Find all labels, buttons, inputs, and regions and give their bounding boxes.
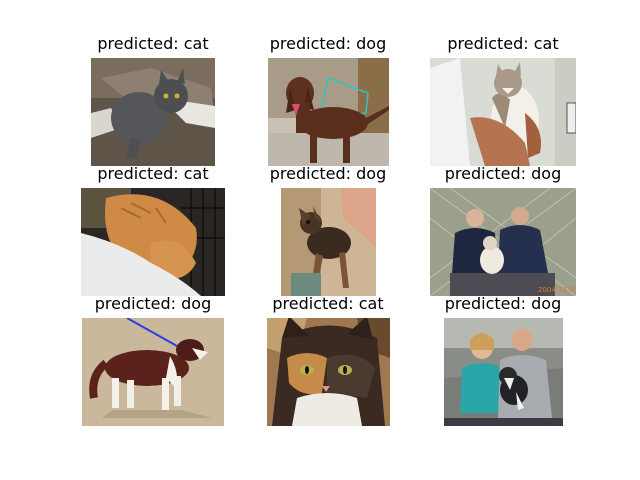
panel-title: predicted: cat [272, 294, 384, 313]
panel-title: predicted: cat [97, 164, 209, 183]
photo-border-collie [82, 318, 224, 426]
photo-couple-with-terrier [444, 318, 563, 426]
photo-held-cat [430, 58, 576, 166]
panel-title: predicted: cat [447, 34, 559, 53]
photo-sleeping-orange-cat [81, 188, 225, 296]
photo-date-stamp: 2004.12.05 [538, 286, 576, 294]
panel-title: predicted: dog [269, 164, 387, 183]
photo-chihuahua [281, 188, 376, 296]
photo-grey-cat [91, 58, 215, 166]
panel-title: predicted: dog [269, 34, 387, 53]
panel-title: predicted: dog [444, 164, 562, 183]
panel-title: predicted: dog [94, 294, 212, 313]
panel-title: predicted: cat [97, 34, 209, 53]
photo-couple-with-dog: 2004.12.05 [430, 188, 576, 296]
photo-brown-dog [268, 58, 389, 166]
panel-title: predicted: dog [444, 294, 562, 313]
photo-calico-cat-closeup [267, 318, 390, 426]
